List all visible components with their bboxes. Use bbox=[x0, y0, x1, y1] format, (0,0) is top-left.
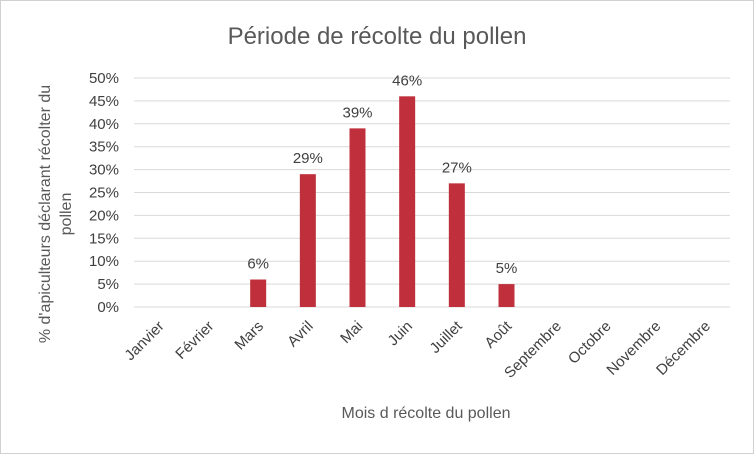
y-tick-label: 15% bbox=[89, 230, 119, 247]
x-tick-label: Mai bbox=[337, 318, 366, 347]
data-label: 6% bbox=[247, 256, 269, 273]
y-tick-label: 35% bbox=[89, 139, 119, 156]
x-tick-label: Juillet bbox=[427, 317, 467, 357]
bar-août bbox=[498, 284, 515, 307]
x-tick-label: Août bbox=[481, 317, 515, 351]
y-axis-title: % d'apiculteurs déclarant récolter du po… bbox=[37, 85, 75, 343]
y-tick-label: 10% bbox=[89, 253, 119, 270]
data-label: 39% bbox=[342, 104, 372, 121]
y-axis-title-line-1: % d'apiculteurs déclarant récolter du bbox=[37, 85, 54, 343]
x-tick-label: Mars bbox=[231, 318, 267, 354]
x-tick-label: Février bbox=[172, 318, 217, 363]
data-label: 5% bbox=[496, 260, 518, 277]
y-axis-title-line-2: pollen bbox=[58, 193, 75, 236]
y-tick-label: 20% bbox=[89, 207, 119, 224]
y-tick-label: 25% bbox=[89, 185, 119, 202]
data-label: 27% bbox=[442, 159, 472, 176]
x-axis-title: Mois d récolte du pollen bbox=[342, 405, 511, 422]
y-axis-ticks: 0% 5% 10% 15% 20% 25% 30% 35% 40% 45% 50% bbox=[89, 70, 119, 316]
data-label: 29% bbox=[293, 150, 323, 167]
bar-juin bbox=[399, 96, 416, 307]
x-tick-label: Janvier bbox=[121, 318, 167, 364]
data-label: 46% bbox=[392, 72, 422, 89]
bar-mai bbox=[349, 128, 366, 307]
gridlines bbox=[134, 77, 730, 308]
data-labels: 6% 29% 39% 46% 27% 5% bbox=[247, 72, 517, 277]
x-tick-label: Juin bbox=[385, 318, 416, 349]
x-tick-label: Décembre bbox=[653, 318, 714, 379]
bar-avril bbox=[299, 174, 316, 307]
chart-title: Période de récolte du pollen bbox=[228, 23, 527, 50]
y-tick-label: 45% bbox=[89, 93, 119, 110]
y-tick-label: 40% bbox=[89, 116, 119, 133]
y-tick-label: 5% bbox=[97, 276, 119, 293]
y-tick-label: 30% bbox=[89, 162, 119, 179]
bars bbox=[250, 96, 515, 307]
x-tick-label: Octobre bbox=[565, 318, 615, 368]
bar-juillet bbox=[448, 183, 465, 307]
x-tick-label: Avril bbox=[284, 318, 316, 350]
x-axis-ticks: Janvier Février Mars Avril Mai Juin Juillet Aoû… bbox=[121, 317, 714, 381]
y-tick-label: 0% bbox=[97, 299, 119, 316]
y-tick-label: 50% bbox=[89, 70, 119, 87]
bar-mars bbox=[250, 279, 267, 307]
